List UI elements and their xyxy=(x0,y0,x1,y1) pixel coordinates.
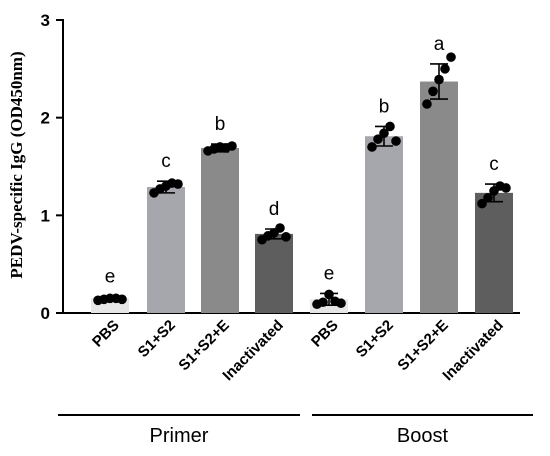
point-g1-b1-0 xyxy=(367,142,377,152)
point-g0-b2-4 xyxy=(227,141,237,151)
point-g0-b0-4 xyxy=(117,294,127,305)
point-g1-b2-3 xyxy=(440,64,450,74)
sig-letter-g1-b2: a xyxy=(434,34,445,55)
point-g0-b1-4 xyxy=(173,179,183,189)
y-tick-label-0: 0 xyxy=(41,304,50,323)
group-label-1: Boost xyxy=(397,425,449,447)
point-g1-b3-4 xyxy=(501,183,511,193)
point-g1-b1-4 xyxy=(391,136,401,146)
bar-g1-b1 xyxy=(365,136,403,313)
point-g1-b0-4 xyxy=(336,298,346,309)
sig-letter-g1-b3: c xyxy=(489,154,499,175)
sig-letter-g0-b3: d xyxy=(269,199,280,220)
bar-g1-b3 xyxy=(475,192,513,313)
sig-letter-g0-b2: b xyxy=(215,114,226,135)
y-tick-label-3: 3 xyxy=(41,11,50,30)
point-g1-b2-0 xyxy=(422,99,432,109)
bar-g1-b2 xyxy=(420,81,458,313)
category-label-g0-b2: S1+S2+E xyxy=(175,317,232,374)
category-label-g0-b1: S1+S2 xyxy=(135,317,179,361)
category-label-g1-b2: S1+S2+E xyxy=(394,317,451,374)
sig-letter-g1-b0: e xyxy=(324,263,335,284)
point-g0-b3-4 xyxy=(281,232,291,242)
category-label-g0-b0: PBS xyxy=(89,317,123,351)
bar-g0-b1 xyxy=(147,187,185,313)
point-g1-b1-2 xyxy=(379,128,389,139)
point-g1-b1-3 xyxy=(385,121,395,132)
sig-letter-g0-b0: e xyxy=(105,266,116,287)
point-g1-b2-4 xyxy=(446,52,456,62)
point-g1-b2-1 xyxy=(428,86,438,97)
labels: ePBScS1+S2bS1+S2+EdInactivatedePBSbS1+S2… xyxy=(58,34,533,447)
point-g0-b3-3 xyxy=(275,223,285,233)
point-g1-b3-1 xyxy=(483,192,493,203)
point-g1-b3-0 xyxy=(477,198,487,209)
bar-g0-b2 xyxy=(201,147,239,313)
bar-g0-b3 xyxy=(255,233,293,313)
y-tick-label-1: 1 xyxy=(41,206,50,225)
sig-letter-g0-b1: c xyxy=(161,151,171,172)
y-axis-title: PEDV-specific IgG (OD450nm) xyxy=(7,51,26,278)
sig-letter-g1-b1: b xyxy=(379,96,390,117)
point-g1-b1-1 xyxy=(373,134,383,144)
category-label-g1-b1: S1+S2 xyxy=(353,317,397,361)
group-label-0: Primer xyxy=(150,425,209,447)
bars xyxy=(91,52,513,313)
point-g1-b0-2 xyxy=(324,289,334,300)
point-g1-b0-1 xyxy=(318,297,328,308)
category-label-g1-b0: PBS xyxy=(308,317,342,351)
point-g1-b2-2 xyxy=(434,74,444,85)
y-tick-label-2: 2 xyxy=(41,109,50,128)
